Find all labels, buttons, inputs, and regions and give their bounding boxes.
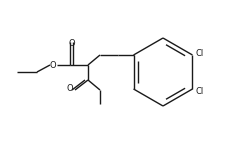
Text: O: O	[50, 60, 56, 70]
Text: Cl: Cl	[195, 49, 203, 58]
Text: Cl: Cl	[195, 86, 203, 95]
Text: O: O	[66, 84, 73, 93]
Text: O: O	[68, 39, 74, 48]
